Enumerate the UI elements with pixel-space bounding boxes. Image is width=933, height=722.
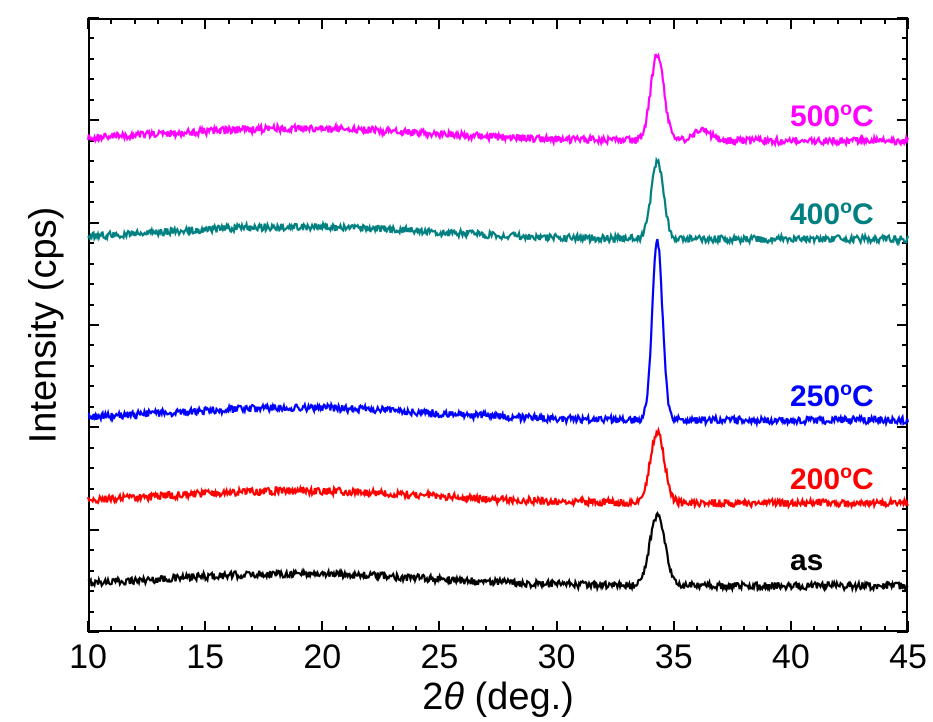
series-line — [88, 54, 908, 144]
series-label: 500oC — [790, 98, 874, 134]
series-label: 200oC — [790, 461, 874, 497]
series-line — [88, 160, 908, 242]
xrd-chart: 1015202530354045 2θ (deg.) Intensity (cp… — [0, 0, 933, 722]
series-label: 400oC — [790, 196, 874, 232]
series-label: as — [790, 544, 823, 578]
series-line — [88, 513, 908, 589]
series-line — [88, 239, 908, 424]
series-label: 250oC — [790, 378, 874, 414]
series-line — [88, 430, 908, 506]
